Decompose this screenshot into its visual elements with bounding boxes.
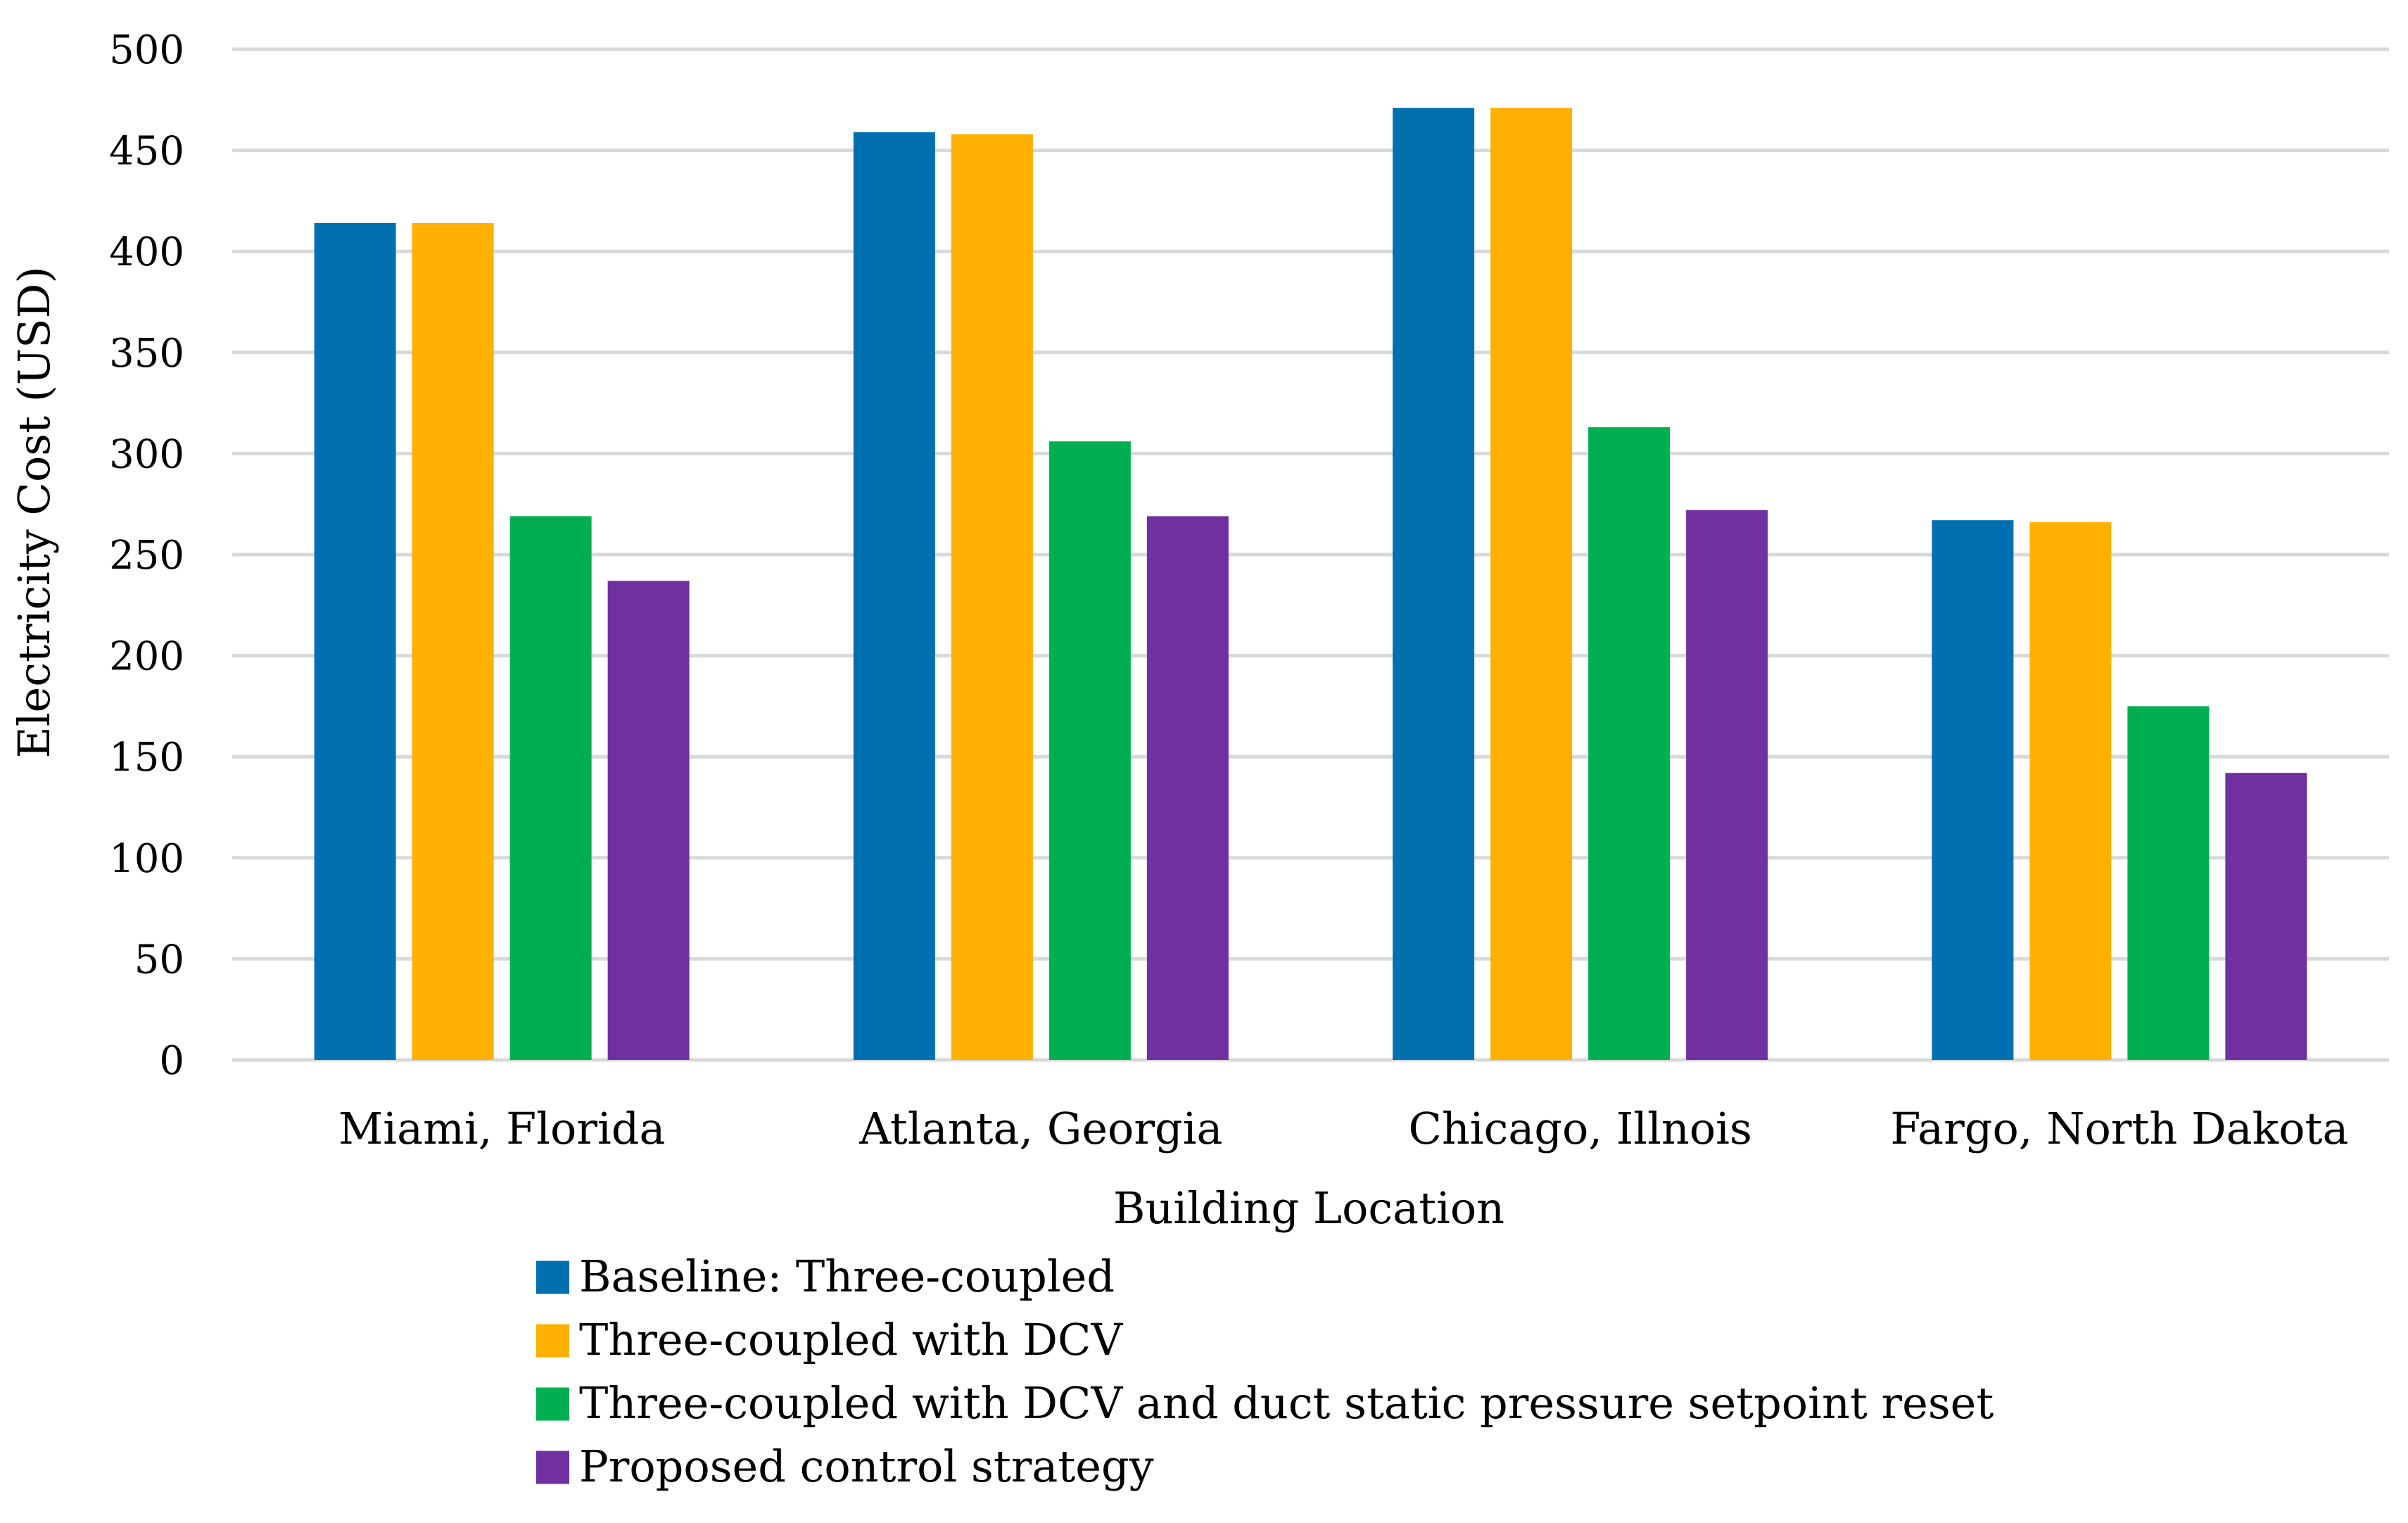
legend-swatch <box>536 1260 569 1294</box>
y-tick-label: 100 <box>109 836 184 882</box>
bar-4-4 <box>2225 773 2307 1060</box>
bar-1-1 <box>314 222 396 1061</box>
bar-2-1 <box>412 222 494 1061</box>
bar-1-3 <box>1393 108 1475 1061</box>
legend-label: Three-coupled with DCV and duct static p… <box>579 1377 1994 1429</box>
category-labels: Miami, Florida Atlanta, Georgia Chicago, I… <box>338 1103 2349 1154</box>
legend-label: Three-coupled with DCV <box>579 1314 1123 1365</box>
y-tick-label: 150 <box>109 735 184 781</box>
x-axis-title: Building Location <box>1113 1182 1504 1234</box>
y-tick-label: 250 <box>109 533 184 579</box>
category-label: Chicago, Illnois <box>1408 1103 1751 1154</box>
bar-4-2 <box>1146 516 1229 1060</box>
y-tick-label: 350 <box>109 331 184 377</box>
legend-label: Proposed control strategy <box>579 1441 1154 1492</box>
bar-4-3 <box>1686 510 1768 1060</box>
y-tick-label: 200 <box>109 634 184 680</box>
bars <box>314 108 2307 1061</box>
y-tick-label: 50 <box>134 937 184 982</box>
y-tick-label: 500 <box>109 27 184 73</box>
bar-4-1 <box>607 581 690 1060</box>
bar-3-2 <box>1048 441 1131 1060</box>
y-tick-label: 400 <box>109 229 184 275</box>
legend: Baseline: Three-coupled Three-coupled wit… <box>536 1251 1994 1492</box>
legend-swatch <box>536 1387 569 1421</box>
y-tick-label: 0 <box>159 1038 184 1084</box>
bar-3-4 <box>2127 706 2210 1060</box>
bar-2-4 <box>2029 522 2112 1060</box>
category-label: Fargo, North Dakota <box>1890 1103 2348 1154</box>
bar-3-1 <box>509 516 592 1060</box>
y-tick-labels: 0 50 100 150 200 250 300 350 400 450 500 <box>109 27 184 1084</box>
gridlines <box>232 47 2389 1062</box>
bar-2-3 <box>1490 108 1573 1061</box>
legend-swatch <box>536 1324 569 1358</box>
bar-2-2 <box>951 134 1033 1060</box>
bar-3-3 <box>1588 427 1671 1060</box>
category-label: Miami, Florida <box>338 1103 666 1154</box>
bar-1-4 <box>1932 520 2014 1060</box>
legend-swatch <box>536 1451 569 1484</box>
legend-label: Baseline: Three-coupled <box>579 1251 1115 1302</box>
y-axis-title: Electricity Cost (USD) <box>8 266 60 758</box>
y-tick-label: 450 <box>109 129 184 175</box>
category-label: Atlanta, Georgia <box>858 1103 1222 1154</box>
y-tick-label: 300 <box>109 431 184 477</box>
bar-1-2 <box>853 132 935 1061</box>
